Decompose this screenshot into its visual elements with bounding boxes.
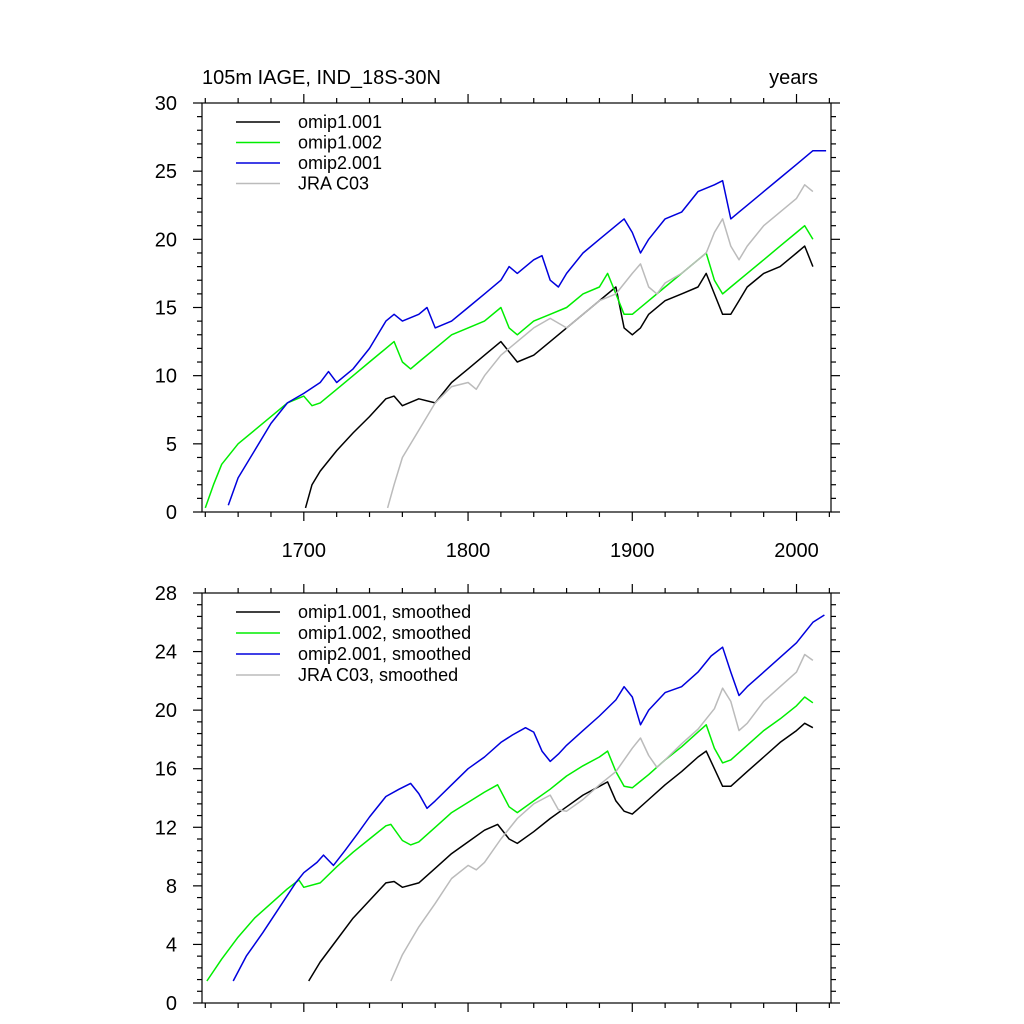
- series-line: [308, 722, 814, 982]
- y-tick-label: 0: [166, 993, 177, 1015]
- y-tick-label: 10: [155, 366, 177, 388]
- top-panel-ticks: 0 5 10 15 20 25 30 1700 1800 1900 2000: [155, 93, 840, 562]
- y-tick-label: 20: [155, 229, 177, 251]
- legend-label: omip1.001, smoothed: [298, 602, 471, 622]
- x-tick-label: 1700: [282, 540, 327, 562]
- series-line: [204, 224, 814, 509]
- y-tick-label: 28: [155, 583, 177, 605]
- y-tick-label: 24: [155, 642, 177, 664]
- series-line: [232, 614, 825, 982]
- x-tick-label: 1800: [446, 540, 491, 562]
- y-tick-label: 20: [155, 700, 177, 722]
- legend-label: JRA C03: [298, 174, 369, 194]
- top-plot-frame: [201, 102, 832, 513]
- y-tick-label: 12: [155, 817, 177, 839]
- legend-label: omip1.001: [298, 112, 382, 132]
- legend-label: omip1.002: [298, 133, 382, 153]
- series-line: [390, 653, 814, 982]
- y-tick-label: 5: [166, 434, 177, 456]
- series-line: [386, 184, 814, 509]
- top-panel-series: [204, 149, 827, 509]
- units-label: years: [769, 67, 818, 89]
- x-tick-label: 1900: [610, 540, 655, 562]
- series-line: [206, 696, 814, 982]
- legend-label: omip2.001, smoothed: [298, 644, 471, 664]
- series-line: [227, 149, 827, 506]
- legend-label: omip1.002, smoothed: [298, 623, 471, 643]
- y-tick-label: 4: [166, 934, 177, 956]
- y-tick-label: 25: [155, 161, 177, 183]
- top-panel: 105m IAGE, IND_18S-30N years 0 5 10 15 20 25 3…: [155, 67, 840, 562]
- bottom-plot-frame: [201, 592, 832, 1004]
- y-tick-label: 16: [155, 759, 177, 781]
- chart-title: 105m IAGE, IND_18S-30N: [202, 67, 441, 89]
- y-tick-label: 30: [155, 93, 177, 115]
- bottom-panel-ticks: 0 4 8 12 16 20 24 28: [155, 583, 840, 1015]
- x-tick-label: 2000: [774, 540, 819, 562]
- y-tick-label: 0: [166, 502, 177, 524]
- y-tick-label: 15: [155, 298, 177, 320]
- legend-label: omip2.001: [298, 153, 382, 173]
- legend-label: JRA C03, smoothed: [298, 665, 458, 685]
- y-tick-label: 8: [166, 876, 177, 898]
- bottom-panel-series: [206, 614, 825, 982]
- bottom-panel: 0 4 8 12 16 20 24 28 omip1.001, smoothedomip1.0…: [155, 583, 840, 1015]
